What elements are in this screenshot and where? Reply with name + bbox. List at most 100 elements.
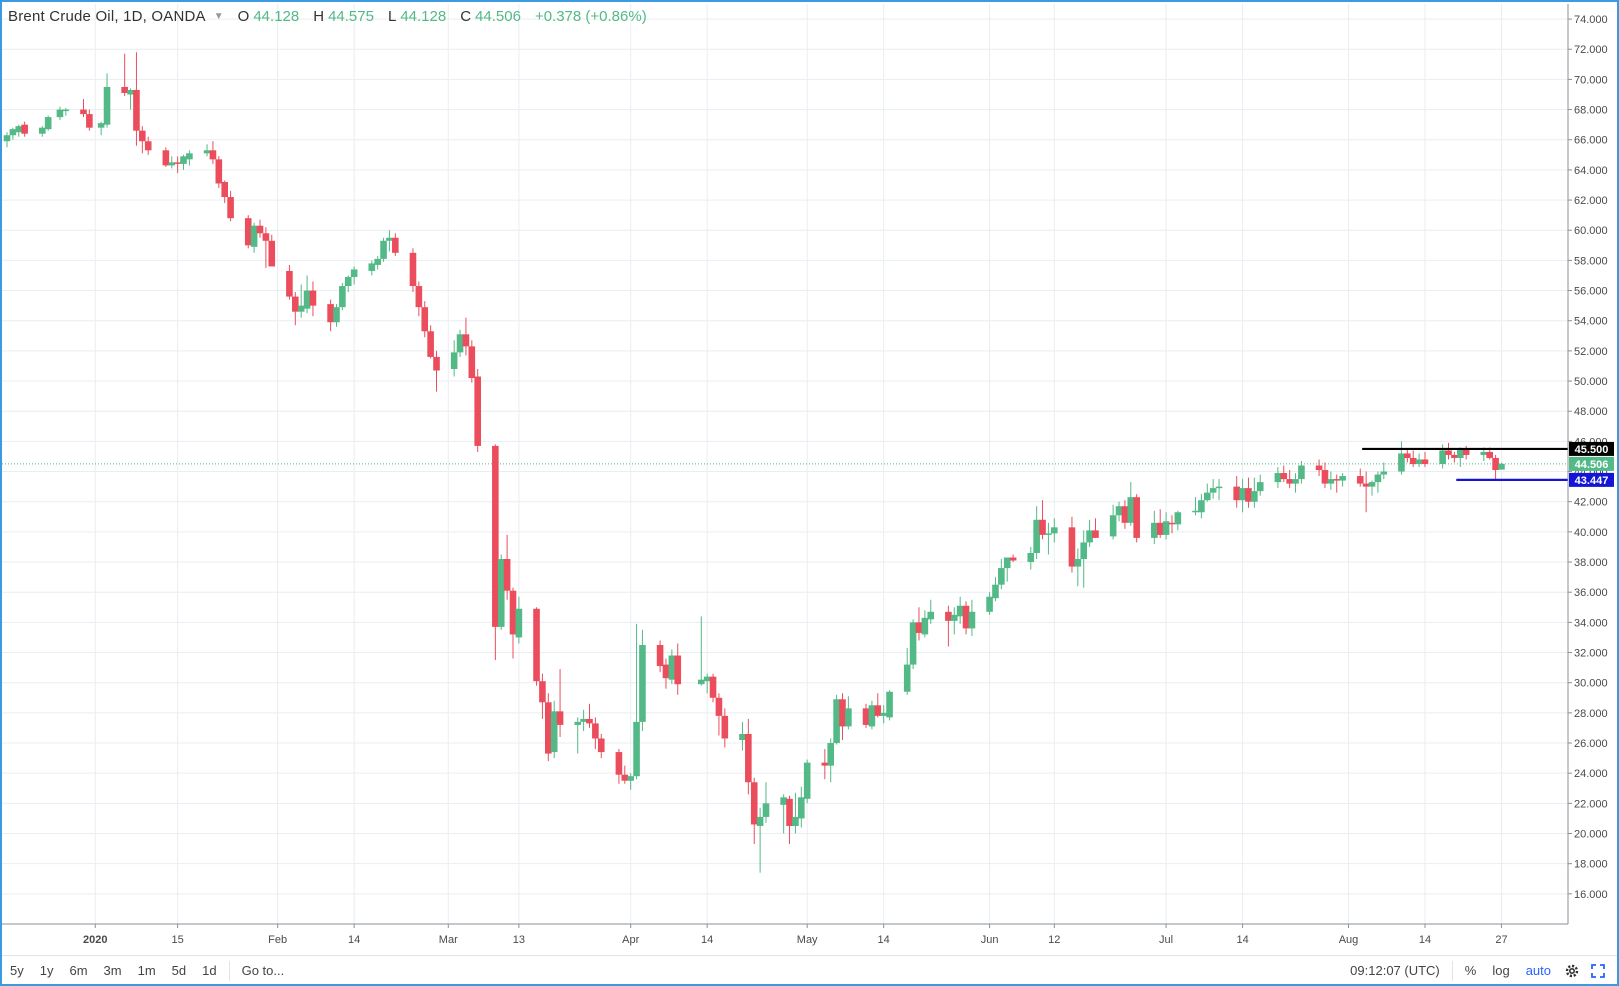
candle-up [39,126,46,137]
candle-body [1121,506,1129,523]
candle-body [927,611,935,620]
candle-down [1445,442,1452,460]
candle-body [374,258,381,265]
candle-body [945,611,952,621]
chevron-down-icon[interactable]: ▼ [213,11,224,22]
candle-body [1362,483,1370,487]
range-5y-button[interactable]: 5y [10,963,24,978]
candle-up [339,283,346,311]
candle-up [1151,510,1158,544]
candle-body [409,252,417,287]
candle-down [1068,516,1076,573]
candle-body [1404,453,1411,458]
candle-up [668,649,676,685]
price-tick-label: 36.000 [1574,587,1608,599]
candle-body [309,290,317,306]
candle-down [1168,515,1176,534]
range-1m-button[interactable]: 1m [137,963,156,978]
candle-body [821,762,829,766]
price-tick-label: 72.000 [1574,44,1608,56]
candle-down [1009,554,1017,563]
candle-body [380,240,387,259]
candle-up [374,255,381,270]
price-tick-label: 32.000 [1574,648,1608,660]
gear-icon[interactable] [1559,958,1585,984]
candle-up [780,794,787,834]
candle-body [250,225,258,247]
candle-body [297,305,305,312]
candle-down [468,340,476,383]
candle-body [756,816,764,826]
candle-down [1156,509,1164,538]
candle-down [821,749,829,780]
horizontal-levels[interactable] [1362,447,1568,481]
candle-up [1251,477,1258,508]
candle-body [256,225,264,234]
range-5d-button[interactable]: 5d [171,963,187,978]
last-price-tag-text: 44.506 [1575,459,1609,471]
candle-body [97,123,105,128]
candle-down [621,765,629,784]
candle-body [1109,515,1117,537]
time-tick-label: 2020 [83,934,107,946]
candle-body [39,127,46,134]
time-tick-label: Apr [622,934,639,946]
candle-up [627,773,634,790]
price-tick-label: 64.000 [1574,165,1608,177]
candle-down [945,605,952,647]
candle-down [1245,477,1252,508]
price-tick-label: 50.000 [1574,376,1608,388]
symbol-title[interactable]: Brent Crude Oil, 1D, OANDA [8,8,206,25]
candle-up [1051,518,1058,543]
fullscreen-icon[interactable] [1585,958,1611,984]
candle-up [1080,530,1088,588]
candle-body [656,644,664,667]
candle-body [503,559,511,591]
candle-down [462,317,470,356]
goto-button[interactable]: Go to... [241,963,285,978]
time-axis[interactable]: 2020 15 Feb 14 Mar 13 Apr 14 May 14 Jun 12 Jul 14 Aug 1… [83,924,1508,946]
candle-body [1233,486,1240,501]
candle-up [56,106,64,121]
range-6m-button[interactable]: 6m [69,963,88,978]
bottom-toolbar: 5y 1y 6m 3m 1m 5d 1d Go to... 09:12:07 (… [2,955,1617,985]
candle-down [1492,454,1499,480]
candle-body [915,622,923,633]
candle-body [21,124,28,134]
candle-body [1368,482,1376,487]
candle-body [209,150,217,160]
percent-scale-button[interactable]: % [1464,963,1477,978]
candle-down [209,141,217,164]
candle-up [1045,522,1052,555]
log-scale-button[interactable]: log [1492,963,1510,978]
auto-scale-button[interactable]: auto [1525,963,1551,978]
candle-up [344,275,352,293]
candle-down [162,147,170,167]
candle-body [874,705,882,716]
candle-body [415,286,423,308]
candle-body [162,150,170,166]
candle-body [845,708,852,727]
range-1y-button[interactable]: 1y [39,963,54,978]
range-1d-button[interactable]: 1d [202,963,217,978]
candle-down [1356,468,1364,487]
candle-up [203,144,211,157]
candle-up [1115,501,1123,522]
candle-down [1286,470,1293,489]
candle-body [1315,465,1323,471]
candle-down [1133,494,1140,543]
candle-body [674,655,682,685]
candle-up [792,792,799,834]
candle-body [539,681,546,703]
candle-up [633,623,640,780]
candle-body [139,130,146,142]
time-tick-label: Aug [1339,934,1359,946]
candle-body [133,89,140,131]
candle-body [1009,557,1017,561]
candle-body [339,286,346,308]
candle-down [674,643,682,695]
candle-body [1086,530,1093,543]
range-3m-button[interactable]: 3m [103,963,122,978]
candle-body [1203,492,1211,501]
